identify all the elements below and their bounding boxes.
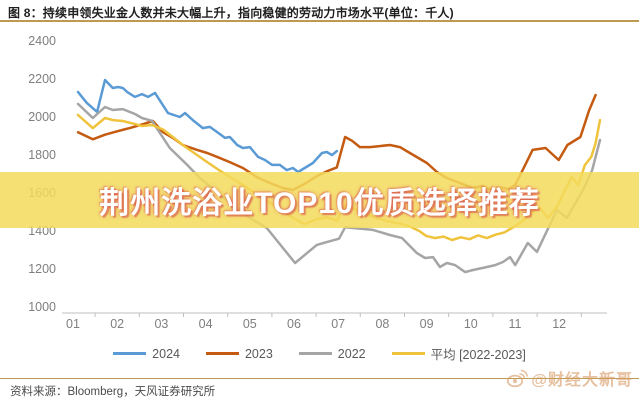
legend-swatch [113,352,147,355]
x-tick-label: 11 [508,317,522,331]
x-tick-label: 04 [198,317,213,331]
legend-swatch [391,352,425,355]
legend-label: 2022 [337,346,366,361]
x-tick-label: 09 [419,317,434,331]
legend-item: 2024 [113,347,180,361]
legend-swatch [205,352,239,355]
series-2022 [76,102,602,274]
chart-legend: 2024 2023 2022 平均 [2022-2023] [0,344,639,363]
figure-title: 图 8：持续申领失业金人数并未大幅上升，指向稳健的劳动力市场水平(单位：千人) [8,6,454,20]
y-tick-label: 2200 [28,72,56,86]
x-tick-label: 03 [154,317,169,331]
source-note: 资料来源：Bloomberg，天风证券研究所 [10,386,216,398]
x-tick-label: 02 [110,317,125,331]
watermark-text: @财经大新哥 [531,372,633,389]
overlay-banner: 荆州洗浴业TOP10优质选择推荐 [0,172,639,228]
x-tick-label: 12 [552,317,567,331]
y-tick-label: 1800 [28,148,56,162]
watermark: @财经大新哥 [506,366,633,390]
y-tick-label: 1000 [28,300,56,314]
x-tick-label: 06 [287,317,301,331]
legend-label: 2023 [244,346,273,361]
y-tick-label: 2000 [28,110,56,124]
x-tick-label: 07 [331,317,346,331]
y-tick-label: 2400 [28,34,56,48]
legend-label: 平均 [2022-2023] [430,348,526,362]
footer-rule [0,378,639,379]
legend-label: 2024 [152,346,180,361]
weibo-eye-icon [507,369,529,388]
x-tick-label: 05 [242,317,257,331]
overlay-banner-text: 荆州洗浴业TOP10优质选择推荐 [99,187,540,220]
legend-item: 平均 [2022-2023] [391,344,526,363]
y-tick-label: 1200 [28,262,56,276]
x-tick-label: 08 [375,317,390,331]
legend-item: 2023 [205,346,273,361]
x-tick-label: 10 [463,317,478,331]
title-underline [0,20,639,22]
series-2024 [76,78,339,174]
x-tick-label: 01 [66,317,80,331]
legend-swatch [298,352,332,355]
legend-item: 2022 [298,346,366,361]
